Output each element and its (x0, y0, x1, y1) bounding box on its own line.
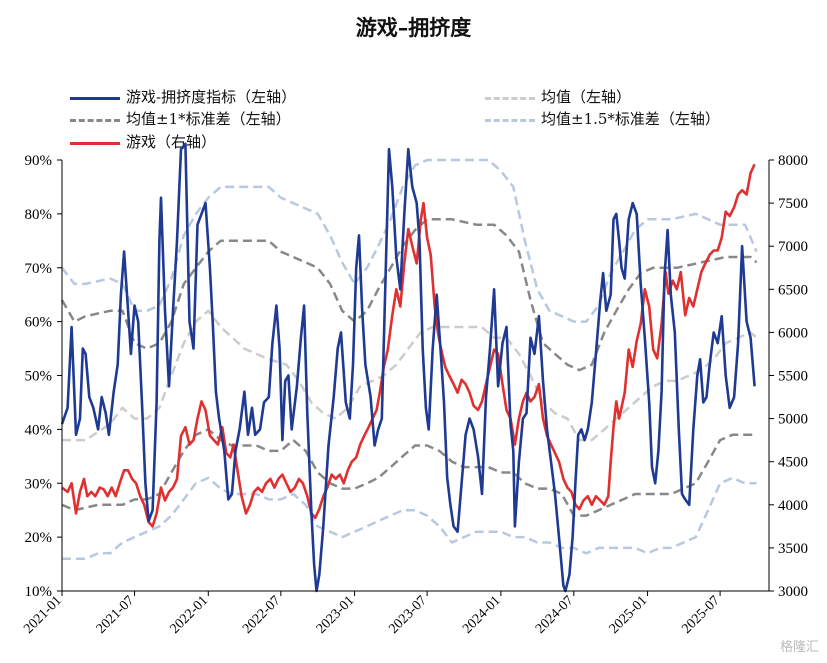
series-line-1 (62, 309, 758, 442)
right-tick-label: 4000 (778, 498, 808, 514)
right-tick-label: 3500 (778, 541, 808, 557)
right-tick-label: 7500 (778, 196, 808, 212)
left-tick-label: 30% (25, 476, 53, 492)
legend-swatch-15std (485, 118, 535, 122)
left-tick-label: 60% (25, 315, 53, 331)
series-line-0 (60, 142, 756, 593)
left-tick-label: 90% (25, 153, 53, 169)
x-tick-label: 2023-07 (386, 593, 430, 637)
x-tick-label: 2021-07 (94, 593, 138, 637)
series-line-3 (61, 428, 757, 517)
legend-label-index: 游戏（右轴） (126, 133, 217, 151)
right-tick-label: 5500 (778, 369, 808, 385)
right-tick-label: 7000 (778, 239, 808, 255)
legend-label-mean: 均值（左轴） (541, 88, 632, 106)
left-tick-label: 80% (25, 207, 53, 223)
right-tick-label: 6000 (778, 325, 808, 341)
legend-swatch-1std (70, 118, 120, 122)
series-line-4 (61, 158, 758, 323)
legend-item-crowding: 游戏-拥挤度指标（左轴） (70, 86, 296, 107)
legend-swatch-index (70, 141, 120, 145)
left-tick-label: 50% (25, 369, 53, 385)
x-tick-label: 2024-07 (533, 593, 577, 637)
right-tick-label: 4500 (778, 455, 808, 471)
series-line-5 (62, 476, 757, 560)
legend-item-mean: 均值（左轴） (485, 86, 631, 107)
left-tick-label: 20% (25, 530, 53, 546)
right-tick-label: 8000 (778, 153, 808, 169)
plot-top-spacer (0, 120, 827, 160)
left-tick-label: 70% (25, 261, 53, 277)
legend-item-15std: 均值±1.5*标准差（左轴） (485, 108, 720, 129)
series-line-6 (61, 163, 756, 528)
left-tick-label: 10% (25, 584, 53, 600)
legend-label-15std: 均值±1.5*标准差（左轴） (541, 110, 720, 128)
right-tick-label: 3000 (778, 584, 808, 600)
x-tick-label: 2022-01 (168, 593, 212, 637)
right-tick-label: 6500 (778, 282, 808, 298)
legend-swatch-crowding (70, 96, 120, 100)
x-tick-label: 2025-01 (607, 593, 651, 637)
legend-item-1std: 均值±1*标准差（左轴） (70, 108, 291, 129)
legend-item-index: 游戏（右轴） (70, 131, 216, 152)
watermark: 格隆汇 (779, 640, 819, 655)
right-tick-label: 5000 (778, 412, 808, 428)
x-tick-label: 2024-01 (460, 593, 504, 637)
x-tick-label: 2022-07 (240, 593, 284, 637)
legend-swatch-mean (485, 96, 535, 100)
chart-title: 游戏–拥挤度 (355, 15, 472, 40)
legend-label-1std: 均值±1*标准差（左轴） (126, 110, 291, 128)
legend-label-crowding: 游戏-拥挤度指标（左轴） (126, 88, 297, 106)
x-tick-label: 2023-01 (314, 593, 358, 637)
left-tick-label: 40% (25, 422, 53, 438)
x-tick-label: 2025-07 (679, 593, 723, 637)
